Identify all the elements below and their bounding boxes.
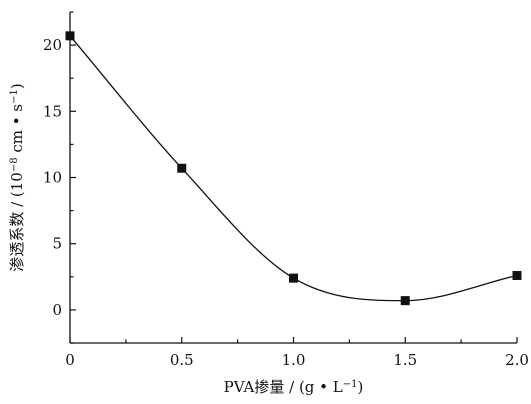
x-axis-title: PVA掺量 / (g • L−1) bbox=[224, 378, 364, 396]
x-tick-label: 2.0 bbox=[505, 351, 529, 369]
data-point bbox=[400, 296, 410, 306]
data-point bbox=[177, 163, 187, 173]
fit-curve bbox=[69, 35, 518, 302]
y-tick-label: 5 bbox=[52, 235, 62, 253]
x-tick-label: 1.5 bbox=[393, 351, 417, 369]
tick-labels: 0 0.5 1.0 1.5 2.0 0 5 10 15 20 bbox=[43, 36, 529, 369]
ticks bbox=[69, 11, 518, 344]
y-axis-title: 渗透系数 / (10−8 cm • s−1) bbox=[8, 83, 26, 271]
y-tick-label: 0 bbox=[52, 301, 62, 319]
axes bbox=[69, 12, 517, 344]
x-tick-label: 1.0 bbox=[282, 351, 306, 369]
y-tick-label: 15 bbox=[43, 102, 62, 120]
y-tick-label: 10 bbox=[43, 169, 62, 187]
data-point bbox=[289, 273, 298, 283]
data-markers bbox=[65, 31, 522, 306]
y-tick-label: 20 bbox=[43, 36, 62, 54]
data-point bbox=[65, 31, 75, 41]
x-tick-label: 0.5 bbox=[170, 351, 194, 369]
x-tick-label: 0 bbox=[65, 351, 75, 369]
data-point bbox=[512, 270, 522, 280]
